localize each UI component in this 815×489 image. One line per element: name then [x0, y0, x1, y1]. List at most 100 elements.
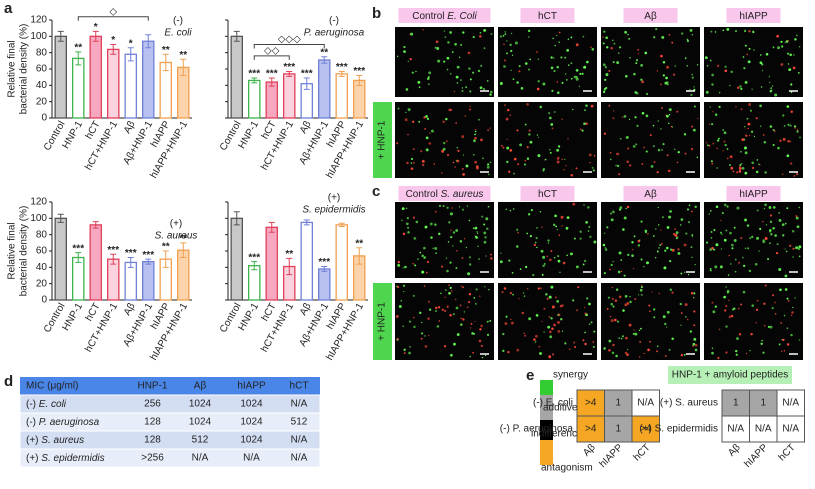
cell-dot	[744, 44, 747, 47]
cell-dot	[551, 305, 555, 309]
cell-dot	[734, 258, 737, 261]
grid-cell	[749, 415, 778, 443]
cell-dot	[553, 69, 556, 73]
cell-dot	[512, 78, 515, 81]
cell-dot	[797, 248, 800, 251]
cell-dot	[460, 285, 462, 287]
cell-dot	[410, 162, 413, 164]
cell-dot	[622, 309, 625, 312]
image-header: Control S. aureus	[406, 189, 484, 200]
cell-dot	[564, 342, 567, 345]
cell-dot	[659, 244, 662, 247]
cell-dot	[397, 107, 400, 110]
cell-dot	[742, 264, 746, 268]
cell-dot	[512, 293, 514, 296]
cell-dot	[437, 59, 441, 63]
y-tick-label: 80	[36, 47, 48, 58]
annotation: S. epidermidis	[302, 205, 365, 216]
cell-dot	[737, 307, 740, 310]
y-tick-label: 100	[30, 213, 47, 224]
cell-dot	[666, 310, 670, 314]
cell-dot	[405, 111, 407, 113]
cell-dot	[573, 341, 576, 344]
cell-dot	[611, 351, 615, 355]
cell-dot	[518, 70, 521, 73]
legend-label: antagonism	[541, 463, 593, 474]
cell-dot	[424, 335, 426, 337]
bar	[300, 221, 313, 301]
cell-dot	[434, 210, 437, 213]
cell-dot	[710, 237, 713, 239]
cell-dot	[692, 128, 696, 132]
cell-dot	[604, 247, 607, 249]
cell-dot	[718, 328, 721, 331]
cell-dot	[787, 140, 790, 143]
error-bar	[92, 30, 99, 42]
cell-dot	[446, 206, 449, 209]
cell-dot	[593, 330, 596, 333]
cell-dot	[428, 71, 432, 75]
grid-cell-text: >4	[585, 398, 597, 409]
cell-dot	[729, 164, 731, 166]
cell-dot	[793, 54, 795, 56]
cell-dot	[463, 311, 466, 313]
cell-dot	[487, 205, 490, 208]
cell-dot	[403, 290, 405, 293]
cell-dot	[567, 38, 570, 40]
cell-dot	[677, 248, 680, 251]
cell-dot	[536, 134, 539, 136]
cell-dot	[422, 28, 424, 31]
cell-dot	[780, 63, 784, 66]
cell-dot	[602, 63, 606, 67]
cell-dot	[744, 247, 747, 249]
header-box	[623, 8, 678, 23]
cell-dot	[473, 139, 476, 143]
cell-dot	[634, 332, 638, 336]
cell-dot	[611, 286, 614, 289]
micrograph	[498, 283, 597, 360]
cell-dot	[656, 70, 659, 72]
cell-dot	[604, 65, 608, 69]
cell-dot	[623, 274, 626, 277]
cell-dot	[534, 241, 537, 244]
significance: **	[162, 242, 170, 253]
cell-dot	[620, 270, 623, 273]
cell-dot	[679, 302, 682, 306]
cell-dot	[465, 246, 468, 249]
cell-dot	[502, 332, 505, 336]
cell-dot	[680, 218, 684, 221]
cell-dot	[509, 149, 513, 152]
cell-dot	[798, 245, 802, 249]
cell-dot	[484, 286, 486, 288]
cell-dot	[741, 166, 745, 170]
cell-dot	[423, 256, 427, 259]
significance: ***	[248, 252, 260, 263]
error-bar	[233, 30, 240, 42]
cell-dot	[655, 28, 658, 31]
cell-dot	[790, 110, 793, 113]
cell-dot	[424, 127, 427, 130]
cell-dot	[505, 208, 508, 211]
cell-dot	[506, 138, 508, 141]
bracket	[253, 44, 325, 49]
cell-dot	[641, 294, 643, 296]
cell-dot	[688, 204, 691, 207]
cell-dot	[582, 263, 585, 266]
cell-dot	[499, 35, 503, 38]
error-bar	[303, 219, 310, 226]
cell-dot	[743, 29, 747, 33]
cell-dot	[583, 204, 585, 206]
cell-dot	[656, 250, 659, 253]
cell-dot	[587, 206, 590, 209]
cell-dot	[693, 324, 696, 327]
cell-dot	[771, 307, 774, 310]
cell-dot	[504, 322, 508, 326]
cell-dot	[667, 169, 671, 173]
cell-dot	[462, 286, 464, 289]
bracket	[77, 16, 149, 21]
cell-dot	[542, 255, 546, 259]
cell-dot	[743, 146, 747, 150]
cell-dot	[756, 299, 759, 302]
cell-dot	[647, 348, 650, 352]
cell-dot	[602, 90, 606, 94]
